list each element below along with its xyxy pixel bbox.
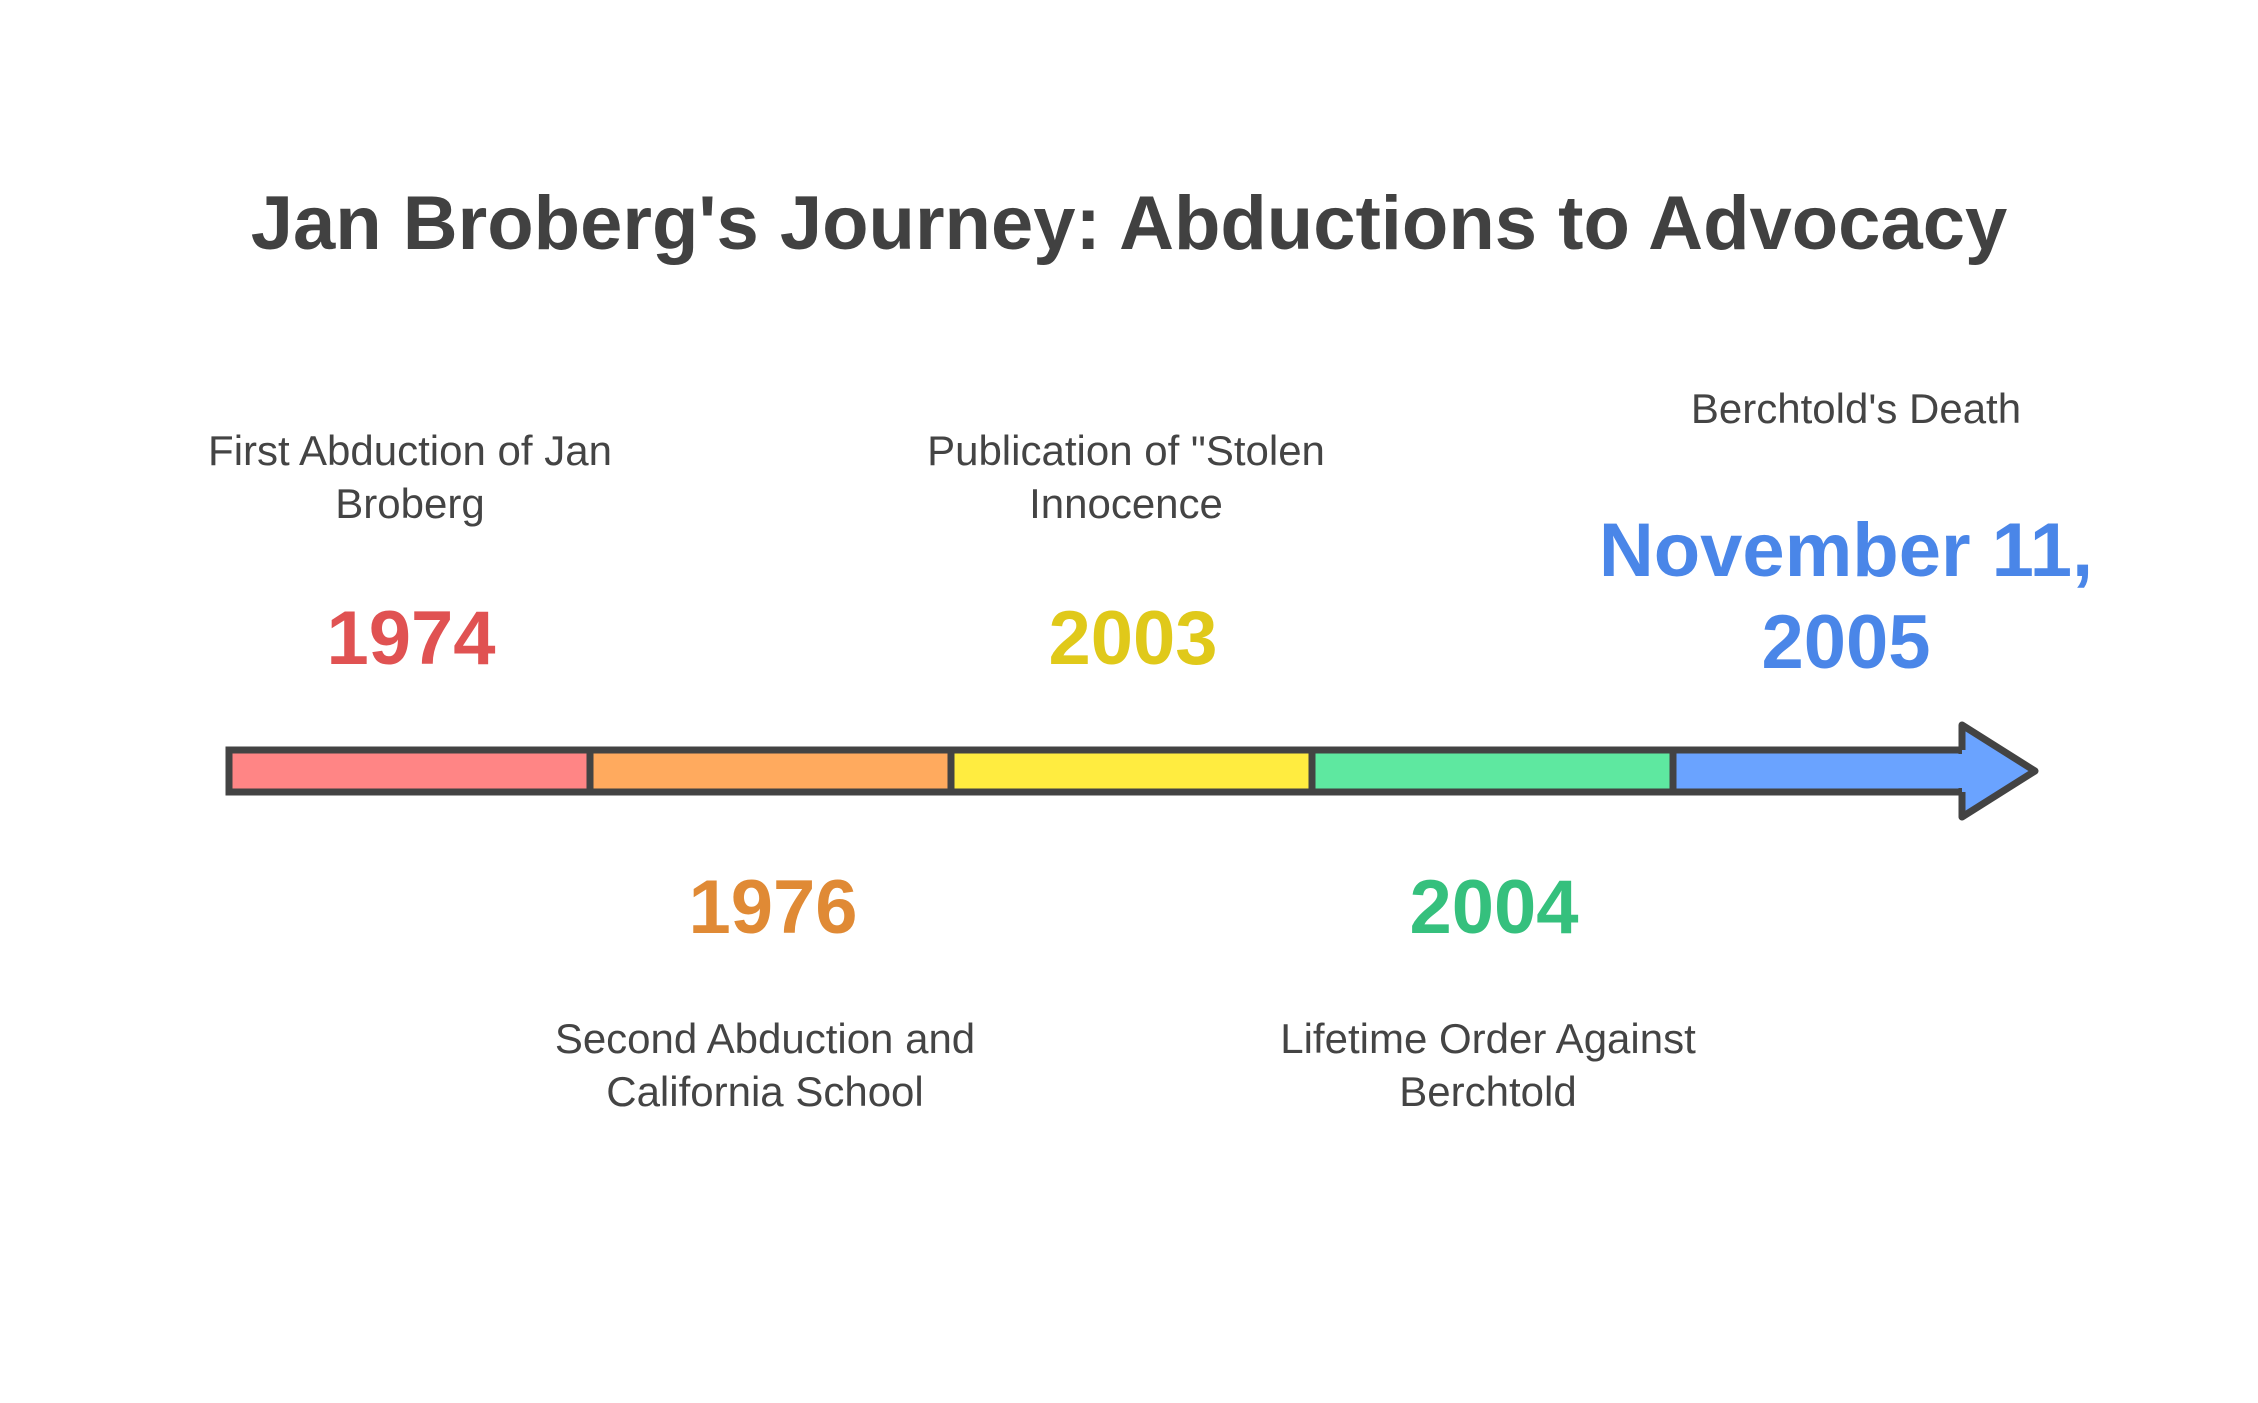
event-label-3: Publication of "Stolen Innocence — [927, 427, 1325, 527]
arrow-joint — [1955, 754, 1969, 788]
timeline-segment-5 — [1669, 746, 1966, 796]
event-year-4: 2004 — [1409, 865, 1579, 950]
timeline-arrow-head — [1958, 721, 2039, 821]
event-label-2: Second Abduction and California School — [554, 1015, 976, 1115]
event-label-4: Lifetime Order Against Berchtold — [1280, 1015, 1696, 1115]
event-year-2: 1976 — [688, 865, 858, 950]
event-label-5: Berchtold's Death — [1690, 385, 2022, 432]
event-year-3: 2003 — [1048, 596, 1218, 681]
event-year-5: November 11, 2005 — [1598, 508, 2094, 685]
timeline-segment-4 — [1308, 746, 1677, 796]
event-year-1: 1974 — [326, 596, 496, 681]
page-title: Jan Broberg's Journey: Abductions to Adv… — [250, 181, 2008, 266]
event-label-1: First Abduction of Jan Broberg — [208, 427, 612, 527]
timeline-segment-2 — [586, 746, 955, 796]
timeline-segment-3 — [947, 746, 1316, 796]
timeline-segment-1 — [225, 746, 594, 796]
